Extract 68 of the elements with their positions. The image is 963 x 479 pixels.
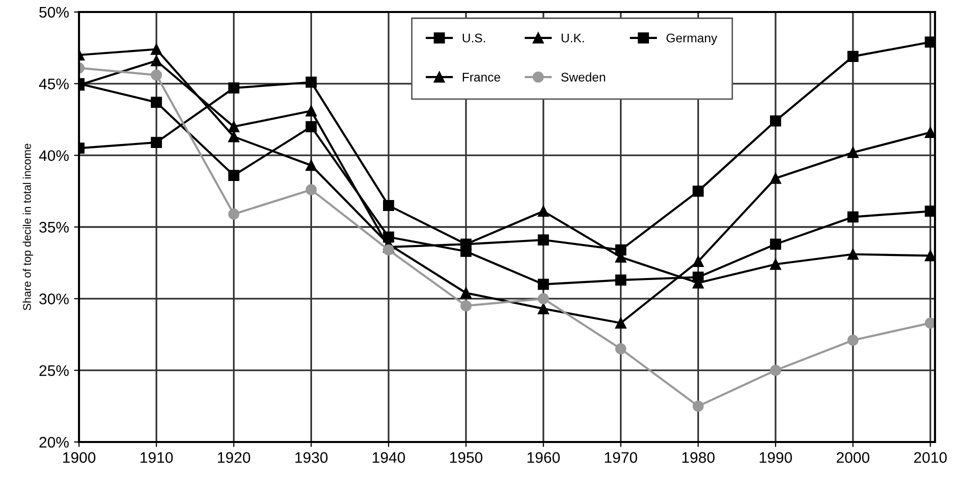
point	[460, 287, 472, 298]
point	[228, 131, 240, 142]
point	[306, 160, 317, 171]
x-tick-label: 1930	[295, 452, 328, 463]
point	[924, 206, 935, 217]
point	[615, 274, 626, 286]
point	[150, 55, 162, 66]
point	[770, 364, 782, 376]
point	[770, 115, 782, 126]
y-tick-label: 25%	[39, 365, 69, 376]
point	[615, 343, 626, 354]
y-tick-label: 20%	[39, 436, 69, 448]
x-tick-label: 1900	[63, 452, 96, 463]
point	[383, 200, 394, 212]
x-tick-label: 1950	[450, 452, 482, 463]
legend-label: Sweden	[561, 72, 606, 82]
y-tick-label: 40%	[39, 150, 69, 162]
x-tick-label: 1920	[218, 452, 250, 463]
point	[615, 317, 626, 329]
point	[228, 121, 240, 132]
point	[228, 208, 240, 220]
point	[228, 170, 240, 181]
point	[847, 248, 859, 260]
point	[924, 317, 935, 329]
point	[538, 206, 549, 217]
x-tick-label: 2010	[914, 452, 947, 463]
point	[770, 258, 782, 270]
point	[228, 82, 240, 94]
legend-label: Germany	[666, 34, 718, 45]
point	[460, 300, 472, 312]
point	[924, 250, 935, 262]
point	[306, 76, 317, 88]
legend-label: U.K.	[562, 34, 584, 42]
point	[538, 234, 549, 246]
point	[306, 105, 317, 116]
point	[692, 256, 704, 267]
point	[150, 136, 162, 148]
point	[847, 211, 859, 223]
point	[847, 334, 859, 346]
x-tick-label: 1990	[760, 452, 792, 463]
point	[306, 184, 317, 196]
point	[538, 278, 549, 290]
x-tick-label: 1910	[140, 452, 173, 463]
point	[847, 50, 859, 62]
point	[692, 186, 704, 197]
point	[770, 238, 782, 250]
legend-label: U.S.	[462, 34, 485, 42]
point	[924, 126, 935, 138]
y-tick-label: 45%	[39, 78, 69, 90]
legend-label: France	[462, 72, 500, 82]
point	[150, 96, 162, 108]
x-tick-label: 1980	[682, 452, 715, 463]
point	[847, 146, 859, 158]
point	[150, 44, 162, 55]
point	[150, 70, 162, 81]
point	[538, 303, 549, 314]
point	[538, 293, 549, 304]
x-tick-label: 1970	[604, 452, 638, 463]
x-tick-label: 1960	[528, 452, 560, 463]
y-tick-label: 50%	[39, 6, 69, 18]
point	[306, 121, 317, 132]
point	[770, 172, 782, 184]
point	[692, 400, 704, 412]
x-tick-label: 2000	[836, 452, 870, 463]
x-tick-label: 1940	[372, 452, 405, 463]
y-tick-label: 35%	[39, 222, 69, 233]
y-axis-title: Share of top decile in total income	[22, 144, 34, 310]
y-tick-label: 30%	[39, 294, 69, 304]
